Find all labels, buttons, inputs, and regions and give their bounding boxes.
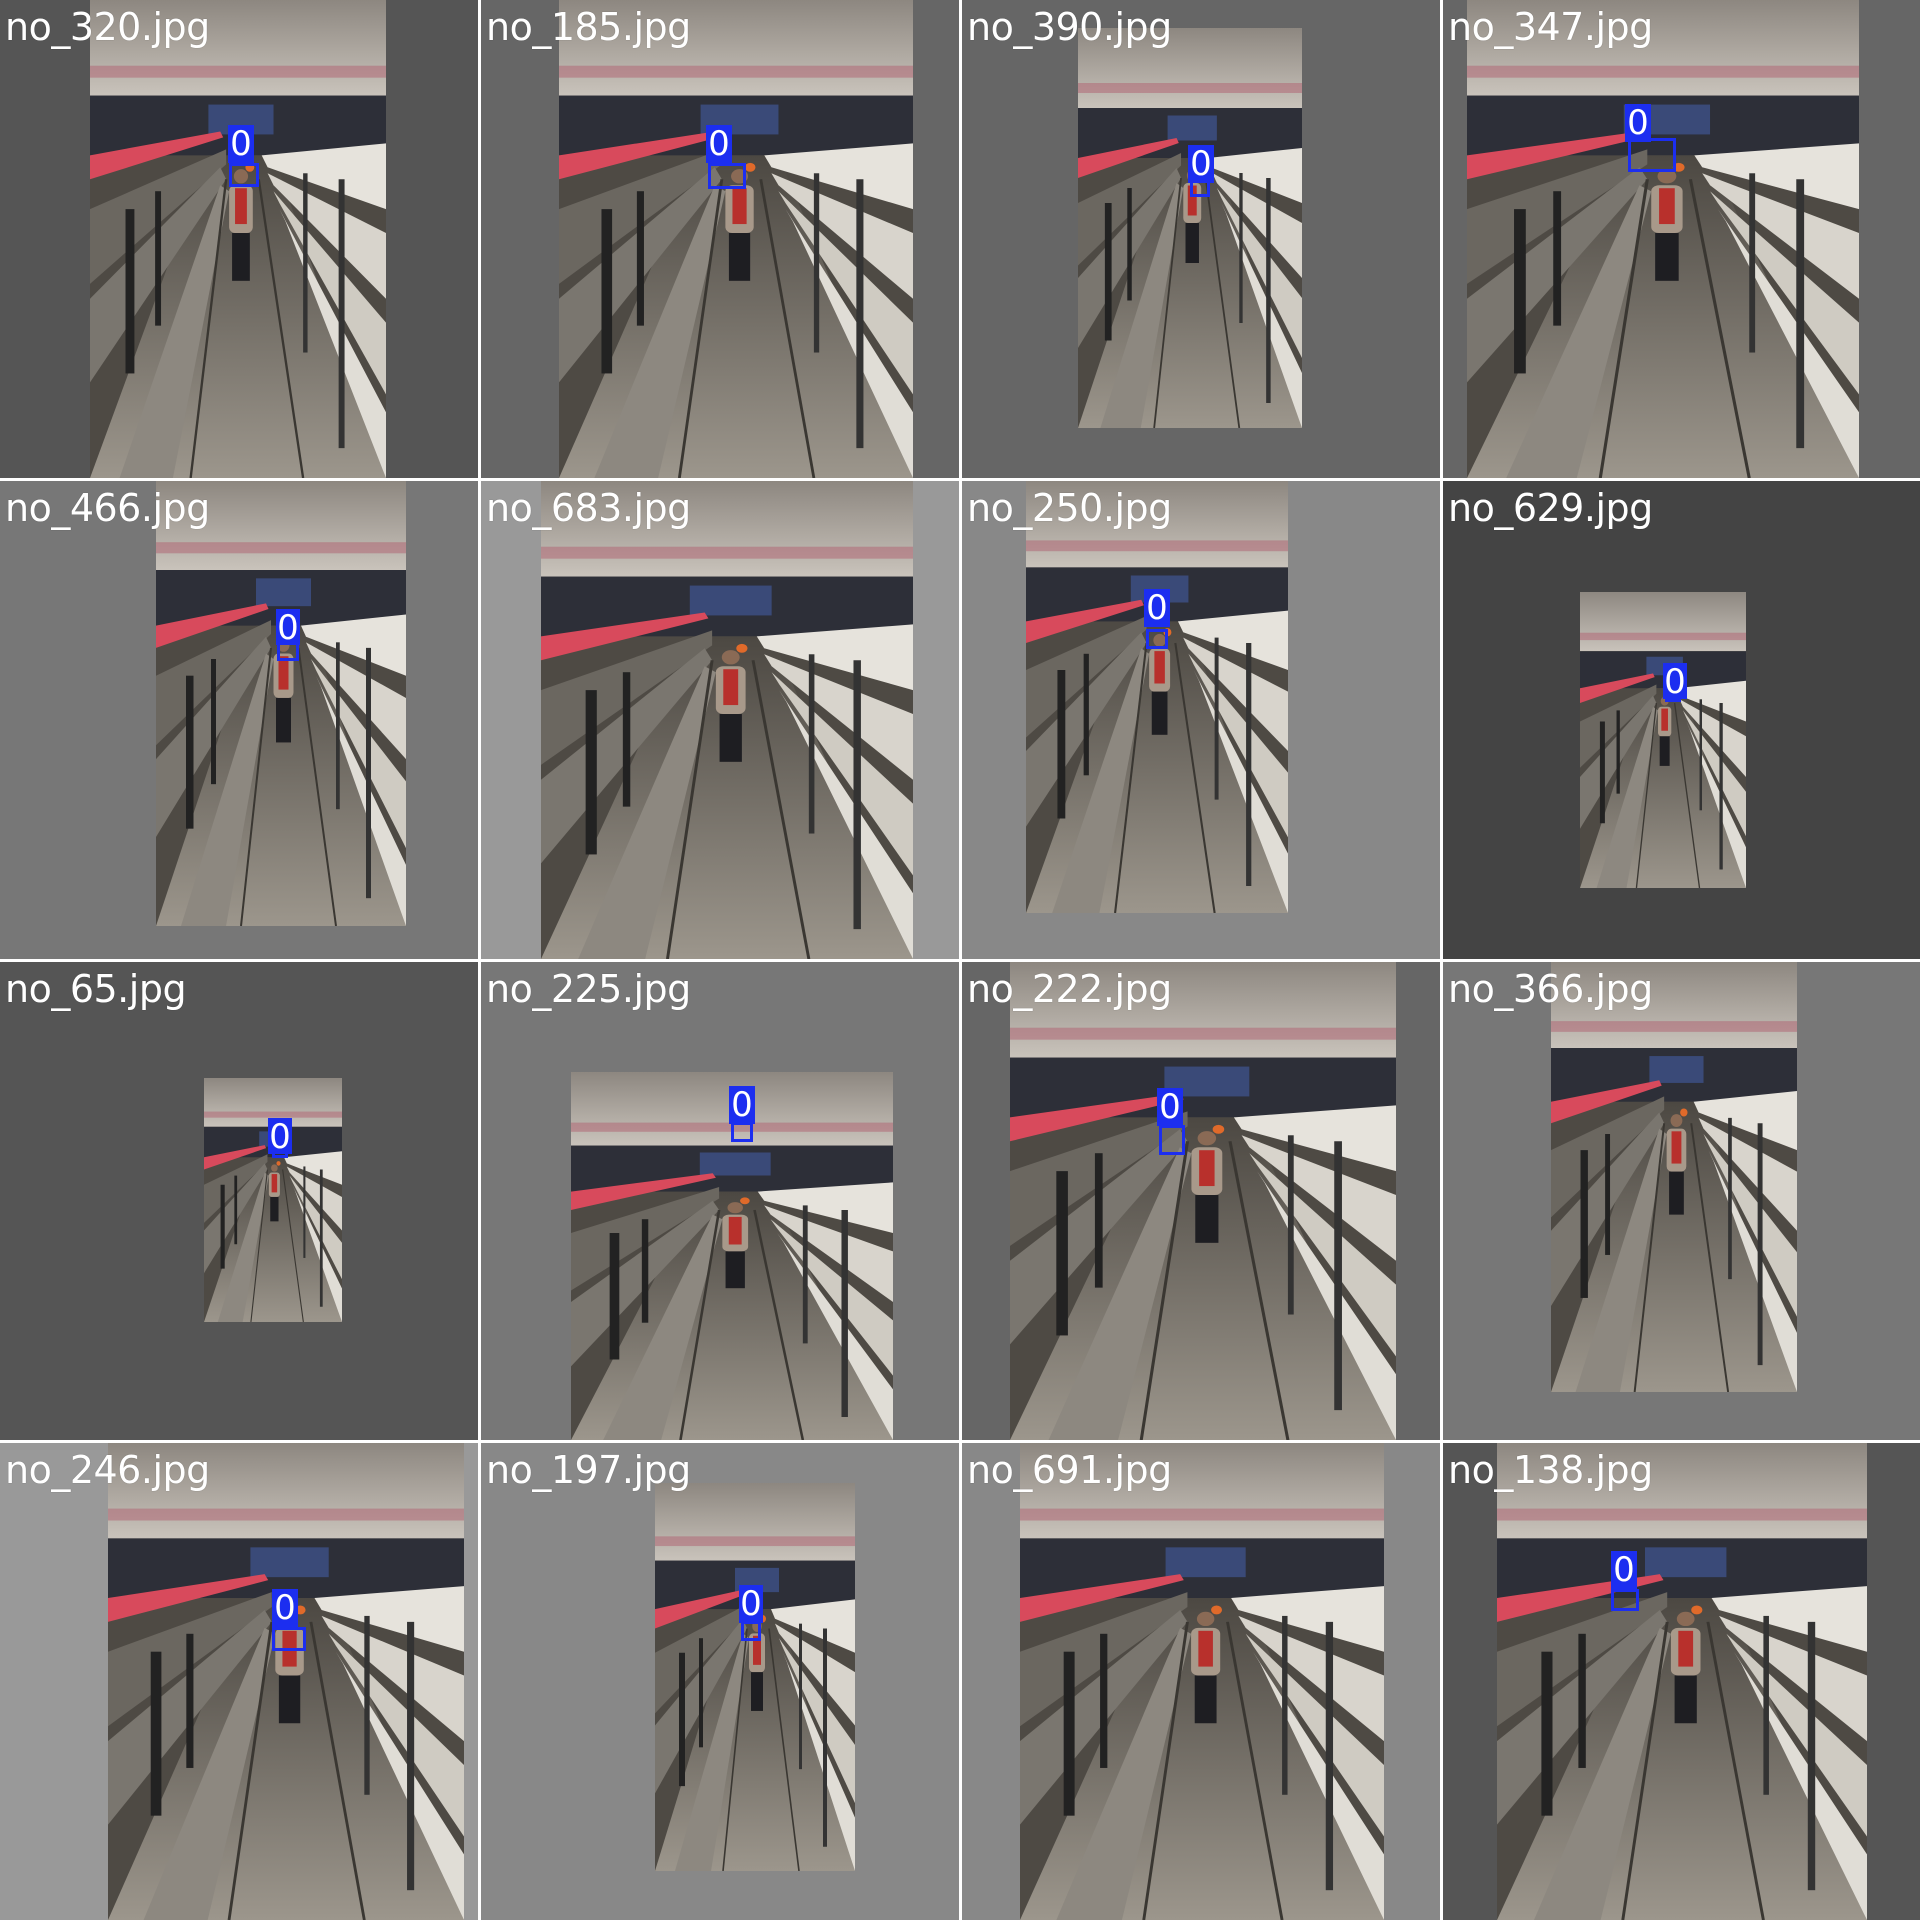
tunnel-photo: [156, 481, 406, 926]
tunnel-scene-graphic: [90, 0, 386, 478]
detection-label: 0: [1611, 1551, 1637, 1589]
detection-label: 0: [268, 1117, 292, 1157]
grid-tile: no_366.jpg: [1443, 962, 1920, 1440]
grid-tile: 0 no_197.jpg: [481, 1443, 959, 1920]
grid-tile: 0 no_466.jpg: [0, 481, 478, 959]
tunnel-photo: [1010, 962, 1396, 1440]
image-filename: no_197.jpg: [486, 1448, 691, 1492]
grid-tile: 0 no_390.jpg: [962, 0, 1440, 478]
grid-tile: 0 no_185.jpg: [481, 0, 959, 478]
tunnel-scene-graphic: [1026, 481, 1288, 913]
detection-label: 0: [228, 125, 254, 163]
detection-box: [1628, 138, 1676, 172]
detection-box: [1611, 1589, 1639, 1611]
tunnel-photo: [655, 1483, 855, 1871]
grid-tile: 0 no_250.jpg: [962, 481, 1440, 959]
tunnel-scene-graphic: [655, 1483, 855, 1871]
detection-label: 0: [739, 1584, 763, 1624]
image-filename: no_250.jpg: [967, 486, 1172, 530]
tunnel-photo: [1026, 481, 1288, 913]
image-filename: no_246.jpg: [5, 1448, 210, 1492]
tunnel-scene-graphic: [156, 481, 406, 926]
detection-label: 0: [1625, 104, 1651, 142]
tunnel-photo: [1078, 28, 1302, 428]
tunnel-scene-graphic: [571, 1072, 893, 1440]
grid-tile: no_683.jpg: [481, 481, 959, 959]
tunnel-photo: [1580, 592, 1746, 888]
grid-tile: 0 no_347.jpg: [1443, 0, 1920, 478]
detection-label: 0: [276, 608, 300, 648]
image-filename: no_347.jpg: [1448, 5, 1653, 49]
tunnel-photo: [90, 0, 386, 478]
tunnel-scene-graphic: [1551, 962, 1797, 1392]
detection-label: 0: [1144, 589, 1170, 627]
image-filename: no_185.jpg: [486, 5, 691, 49]
detection-label: 0: [729, 1086, 755, 1124]
tunnel-scene-graphic: [108, 1443, 464, 1920]
tunnel-photo: [204, 1078, 342, 1322]
tunnel-photo: [1020, 1443, 1384, 1920]
tunnel-photo: [571, 1072, 893, 1440]
image-filename: no_65.jpg: [5, 967, 187, 1011]
image-filename: no_222.jpg: [967, 967, 1172, 1011]
image-filename: no_320.jpg: [5, 5, 210, 49]
image-filename: no_225.jpg: [486, 967, 691, 1011]
detection-box: [272, 1627, 306, 1651]
image-filename: no_466.jpg: [5, 486, 210, 530]
grid-tile: 0 no_320.jpg: [0, 0, 478, 478]
detection-box: [1159, 1125, 1185, 1155]
tunnel-scene-graphic: [1497, 1443, 1867, 1920]
tunnel-photo: [541, 481, 913, 959]
tunnel-photo: [1497, 1443, 1867, 1920]
grid-tile: 0 no_246.jpg: [0, 1443, 478, 1920]
tunnel-photo: [108, 1443, 464, 1920]
grid-tile: 0 no_65.jpg: [0, 962, 478, 1440]
tunnel-scene-graphic: [541, 481, 913, 959]
image-filename: no_390.jpg: [967, 5, 1172, 49]
tunnel-scene-graphic: [1580, 592, 1746, 888]
detection-label: 0: [1663, 662, 1687, 702]
grid-tile: 0 no_225.jpg: [481, 962, 959, 1440]
tunnel-scene-graphic: [204, 1078, 342, 1322]
grid-tile: 0 no_222.jpg: [962, 962, 1440, 1440]
tunnel-scene-graphic: [1010, 962, 1396, 1440]
image-filename: no_629.jpg: [1448, 486, 1653, 530]
image-filename: no_683.jpg: [486, 486, 691, 530]
grid-tile: no_691.jpg: [962, 1443, 1440, 1920]
image-filename: no_366.jpg: [1448, 967, 1653, 1011]
image-filename: no_138.jpg: [1448, 1448, 1653, 1492]
detection-box: [708, 163, 746, 189]
detection-label: 0: [1188, 145, 1214, 183]
tunnel-scene-graphic: [1078, 28, 1302, 428]
tunnel-photo: [559, 0, 913, 478]
detection-box: [731, 1122, 753, 1142]
tunnel-scene-graphic: [559, 0, 913, 478]
tunnel-photo: [1467, 0, 1859, 478]
detection-label: 0: [1157, 1088, 1183, 1126]
grid-tile: 0 no_138.jpg: [1443, 1443, 1920, 1920]
grid-tile: 0 no_629.jpg: [1443, 481, 1920, 959]
detection-label: 0: [706, 125, 732, 163]
detection-box: [229, 163, 259, 187]
tunnel-scene-graphic: [1020, 1443, 1384, 1920]
tunnel-photo: [1551, 962, 1797, 1392]
detection-box: [741, 1621, 761, 1641]
detection-label: 0: [272, 1589, 298, 1627]
tunnel-scene-graphic: [1467, 0, 1859, 478]
detection-box: [1146, 629, 1168, 649]
image-filename: no_691.jpg: [967, 1448, 1172, 1492]
